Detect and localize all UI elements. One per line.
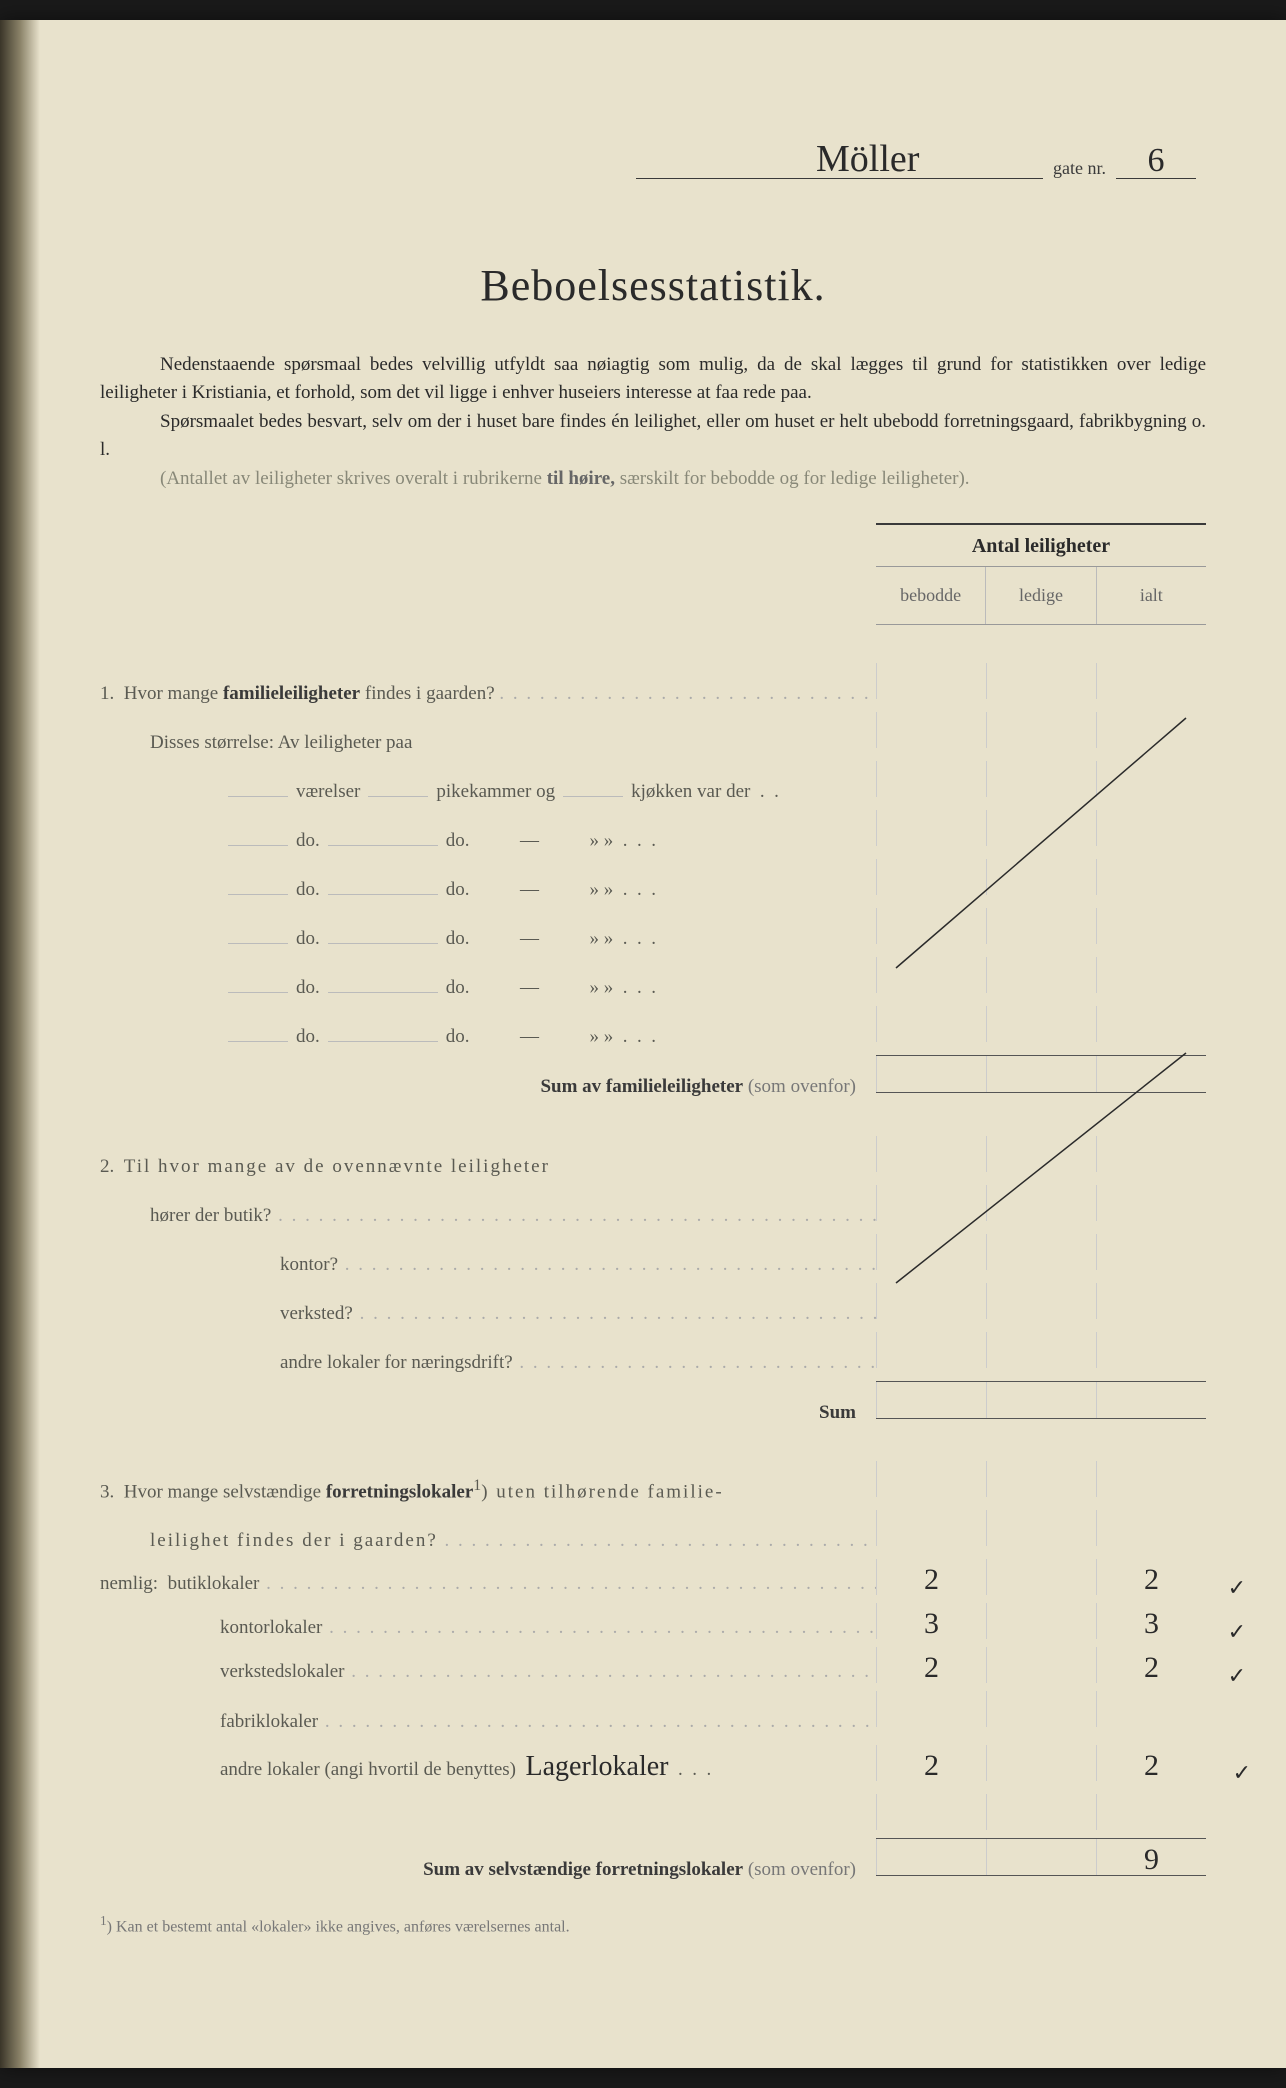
q3-1-ialt: 2 [1096,1559,1206,1595]
checkmark-icon: ✓ [1228,1567,1246,1609]
q2-item-1: hører der butik? [100,1185,1206,1234]
gate-label: gate nr. [1053,158,1106,179]
q3-1-bebodde: 2 [876,1559,986,1595]
q1-sum: Sum av familieleiligheter (som ovenfor) [100,1055,1206,1105]
intro-p2: Spørsmaalet bedes besvart, selv om der i… [100,408,1206,463]
q1-size-row-1: værelser pikekammer og kjøkken var der .… [100,761,1206,810]
q1-main: 1. Hvor mange familieleiligheter findes … [100,663,1206,712]
address-header: Möller gate nr. 6 [636,140,1196,179]
q3-main-a: 3. Hvor mange selvstændige forretningslo… [100,1461,1206,1510]
handwritten-lager: Lagerlokaler [525,1751,668,1782]
intro-p3: (Antallet av leiligheter skrives overalt… [100,465,1206,493]
col-bebodde: bebodde [876,567,985,624]
q1-size-row-5: do. do. — » » . . . [100,957,1206,1006]
q1-sub: Disses størrelse: Av leiligheter paa [100,712,1206,761]
col-ledige: ledige [985,567,1095,624]
q3-blank [100,1794,1206,1838]
q1-size-row-2: do. do. — » » . . . [100,810,1206,859]
q3-item-5: andre lokaler (angi hvortil de benyttes)… [100,1740,1206,1793]
q3-item-1: nemlig: butiklokaler 2 2 ✓ [100,1559,1206,1603]
q3-item-2: kontorlokaler 3 3 ✓ [100,1603,1206,1647]
column-headers: Antal leiligheter bebodde ledige ialt [876,523,1206,625]
col-subheads: bebodde ledige ialt [876,566,1206,625]
questions: 1. Hvor mange familieleiligheter findes … [100,523,1206,1943]
page-title: Beboelsesstatistik. [100,260,1206,311]
street-name: Möller [636,140,1043,179]
checkmark-icon: ✓ [1228,1611,1246,1653]
q3-3-ialt: 2 [1096,1647,1206,1683]
table-area: Antal leiligheter bebodde ledige ialt 1.… [100,523,1206,1943]
col-title: Antal leiligheter [876,523,1206,566]
q2-sum: Sum [100,1381,1206,1431]
q2-item-3: verksted? [100,1283,1206,1332]
q3-item-3: verkstedslokaler 2 2 ✓ [100,1647,1206,1691]
q3-3-bebodde: 2 [876,1647,986,1683]
binding-edge [0,20,40,2068]
q3-sum: Sum av selvstændige forretningslokaler (… [100,1838,1206,1888]
document-page: Möller gate nr. 6 Beboelsesstatistik. Ne… [0,20,1286,2068]
q3-5-ialt: 2 [1096,1745,1206,1781]
q3-5-bebodde: 2 [876,1745,986,1781]
intro-p1: Nedenstaaende spørsmaal bedes velvillig … [100,351,1206,406]
q1-size-row-3: do. do. — » » . . . [100,859,1206,908]
q2-item-4: andre lokaler for næringsdrift? [100,1332,1206,1381]
q1-size-row-6: do. do. — » » . . . [100,1006,1206,1055]
q1-size-row-4: do. do. — » » . . . [100,908,1206,957]
q3-2-ialt: 3 [1096,1603,1206,1639]
q3-sum-ialt: 9 [1096,1839,1206,1875]
q2-item-2: kontor? [100,1234,1206,1283]
intro-text: Nedenstaaende spørsmaal bedes velvillig … [100,351,1206,493]
checkmark-icon: ✓ [1228,1655,1246,1697]
col-ialt: ialt [1096,567,1206,624]
footnote: 1) Kan et bestemt antal «lokaler» ikke a… [100,1908,1206,1943]
q3-item-4: fabriklokaler [100,1691,1206,1740]
gate-number: 6 [1116,144,1196,179]
q3-main-b: leilighet findes der i gaarden? [100,1510,1206,1559]
q2-main: 2. Til hvor mange av de ovennævnte leili… [100,1136,1206,1185]
checkmark-icon: ✓ [1233,1752,1251,1794]
q3-2-bebodde: 3 [876,1603,986,1639]
